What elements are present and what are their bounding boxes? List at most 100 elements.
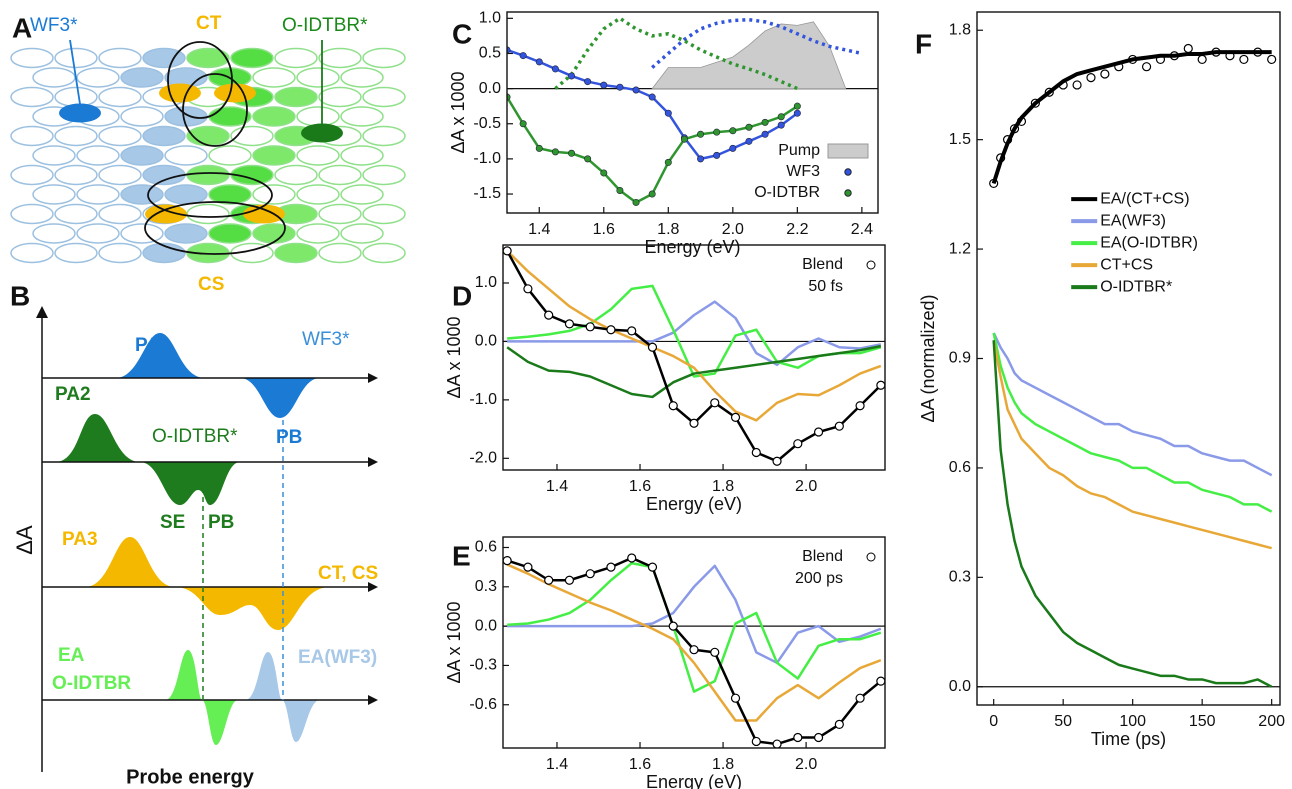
point	[507, 93, 511, 101]
x-tick-label: 2.0	[795, 756, 817, 773]
lattice-site	[98, 86, 142, 108]
lattice-site	[208, 223, 252, 244]
lattice-site	[340, 145, 384, 166]
lattice-site	[54, 125, 98, 147]
point	[647, 342, 658, 352]
legend-label: O-IDTBR*	[1100, 278, 1172, 295]
legend-label: O-IDTBR	[754, 184, 820, 201]
x-tick-label: 0	[989, 713, 998, 730]
frame	[976, 11, 1281, 706]
lattice-site	[252, 67, 296, 88]
point	[745, 123, 753, 131]
point	[544, 575, 554, 585]
legend-label: Blend	[802, 256, 843, 273]
point	[761, 118, 769, 126]
lattice-site	[76, 184, 120, 205]
point	[761, 130, 769, 138]
label: CT, CS	[318, 563, 378, 584]
cs-loop	[144, 201, 286, 255]
cs-hole	[145, 204, 187, 224]
y-tick-label: 0.0	[475, 333, 497, 350]
legend-label: EA(WF3)	[1100, 212, 1166, 229]
pointer	[69, 39, 81, 105]
label: O-IDTBR	[52, 673, 131, 694]
line	[992, 340, 1272, 550]
point	[772, 456, 782, 466]
lattice-site	[340, 184, 384, 205]
point	[600, 81, 608, 89]
lattice-site	[274, 86, 318, 108]
legend-label: EA(O-IDTBR)	[1100, 234, 1198, 251]
ct-hole	[159, 83, 201, 103]
point	[616, 83, 624, 91]
legend-swatch	[866, 260, 876, 270]
lattice-site	[98, 164, 142, 186]
lattice-site	[362, 47, 406, 69]
y-axis-label: ΔA x 1000	[444, 316, 464, 398]
lattice-site	[340, 223, 384, 244]
point	[632, 198, 640, 206]
point	[730, 693, 741, 703]
ea-wf3	[282, 700, 320, 742]
lattice-site	[142, 47, 186, 69]
lattice-site	[76, 223, 120, 244]
point	[834, 421, 844, 431]
line	[507, 561, 882, 693]
point	[1100, 69, 1110, 79]
frame	[506, 11, 879, 214]
point	[697, 155, 705, 163]
line	[507, 564, 882, 665]
label: O-IDTBR*	[282, 15, 368, 36]
point	[632, 86, 640, 94]
panel-a-overlay	[59, 39, 343, 255]
y-tick-label: -0.5	[473, 115, 501, 132]
lattice-site	[186, 164, 230, 186]
y-tick-label: 0.6	[949, 459, 971, 476]
lattice-site	[10, 47, 54, 69]
ct-electron	[214, 83, 256, 103]
ea-wf3	[245, 652, 282, 700]
x-tick-label: 150	[1189, 713, 1216, 730]
ea-oidtbr	[165, 650, 202, 700]
point	[793, 732, 803, 743]
lattice-site	[252, 145, 296, 166]
point	[535, 58, 543, 66]
point	[751, 447, 761, 458]
x-tick-label: 200	[1258, 713, 1285, 730]
label: EA(WF3)	[298, 647, 377, 668]
point	[503, 246, 512, 256]
label: CT	[196, 13, 222, 34]
y-tick-label: 0.9	[949, 350, 971, 367]
annotation: 50 fs	[808, 278, 843, 295]
point	[616, 187, 624, 195]
axis-label: ΔA	[12, 525, 37, 555]
point	[813, 427, 824, 437]
lattice-site	[164, 145, 208, 166]
point	[564, 575, 575, 585]
point	[507, 46, 511, 54]
lattice-site	[120, 106, 164, 127]
legend-swatch	[866, 552, 876, 562]
pa1	[115, 333, 205, 378]
plot-area	[503, 553, 885, 748]
lattice-site	[164, 223, 208, 244]
lattice-site	[54, 242, 98, 264]
ea-oidtbr	[202, 700, 238, 745]
point	[729, 144, 737, 152]
pa3	[85, 537, 175, 587]
y-tick-label: 1.0	[479, 10, 501, 27]
y-tick-label: 0.0	[949, 678, 971, 695]
lattice-site	[120, 184, 164, 205]
y-tick-label: 0.3	[475, 578, 497, 595]
legend-label: EA/(CT+CS)	[1100, 190, 1189, 207]
chart: 1.4 1.6 1.8 2.0 -2.0 -1.0 0.0 1.0 Energy (eV) ΔA …	[444, 244, 886, 514]
point	[606, 562, 616, 572]
lattice-site	[208, 145, 252, 166]
lattice-site	[142, 242, 186, 264]
point	[568, 72, 576, 80]
legend-label: Blend	[802, 548, 843, 565]
point	[519, 52, 527, 60]
lattice-site	[142, 164, 186, 186]
point	[668, 621, 678, 631]
